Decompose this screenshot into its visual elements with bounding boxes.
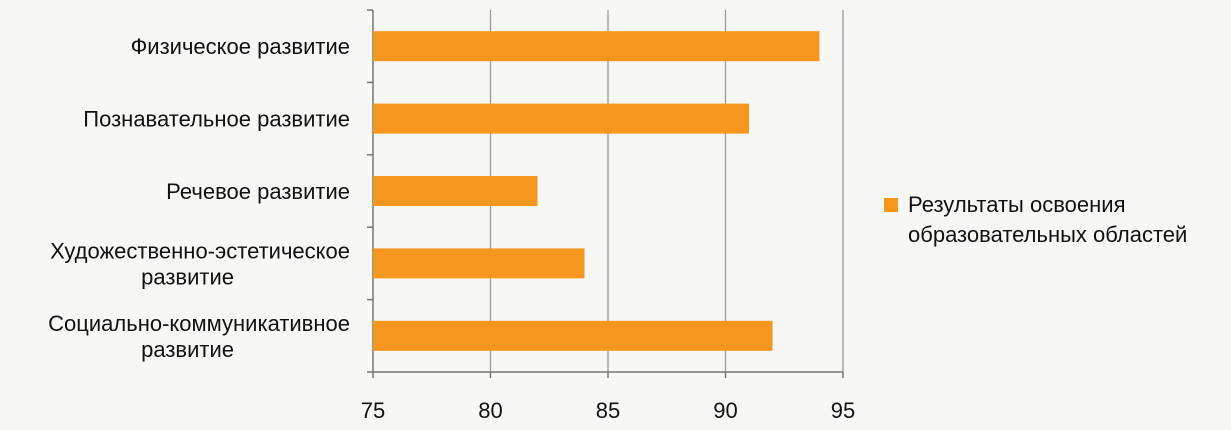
category-label-0: Физическое развитие xyxy=(131,34,350,59)
bar-1 xyxy=(373,103,749,134)
bar-chart: Физическое развитие Познавательное развит… xyxy=(48,9,855,423)
category-label-line: Речевое развитие xyxy=(166,179,350,204)
category-label-1: Познавательное развитие xyxy=(83,107,350,132)
category-label-line: Физическое развитие xyxy=(131,34,350,59)
legend-label: Результаты освоения образовательных обла… xyxy=(908,190,1187,250)
category-label-line: Социально-коммуникативное xyxy=(48,311,350,336)
category-label-line: развитие xyxy=(141,264,234,289)
category-label-2: Речевое развитие xyxy=(166,179,350,204)
category-label-4: Социально-коммуникативное развитие xyxy=(48,311,350,362)
category-label-3: Художественно-эстетическое развитие xyxy=(50,238,350,289)
x-tick-label-85: 85 xyxy=(596,398,620,423)
legend-label-line-2: образовательных областей xyxy=(908,222,1188,247)
category-label-line: Художественно-эстетическое xyxy=(50,238,350,263)
bar-3 xyxy=(373,248,585,279)
legend: Результаты освоения образовательных обла… xyxy=(884,190,1224,250)
legend-swatch xyxy=(884,198,898,212)
x-tick-label-80: 80 xyxy=(478,398,502,423)
category-label-line: развитие xyxy=(141,337,234,362)
x-tick-label-90: 90 xyxy=(713,398,737,423)
bar-2 xyxy=(373,176,538,206)
category-label-line: Познавательное развитие xyxy=(83,107,350,132)
bar-4 xyxy=(373,320,773,351)
bar-0 xyxy=(373,31,820,62)
x-tick-label-75: 75 xyxy=(361,398,385,423)
legend-label-line-1: Результаты освоения xyxy=(908,192,1126,217)
x-tick-label-95: 95 xyxy=(831,398,855,423)
